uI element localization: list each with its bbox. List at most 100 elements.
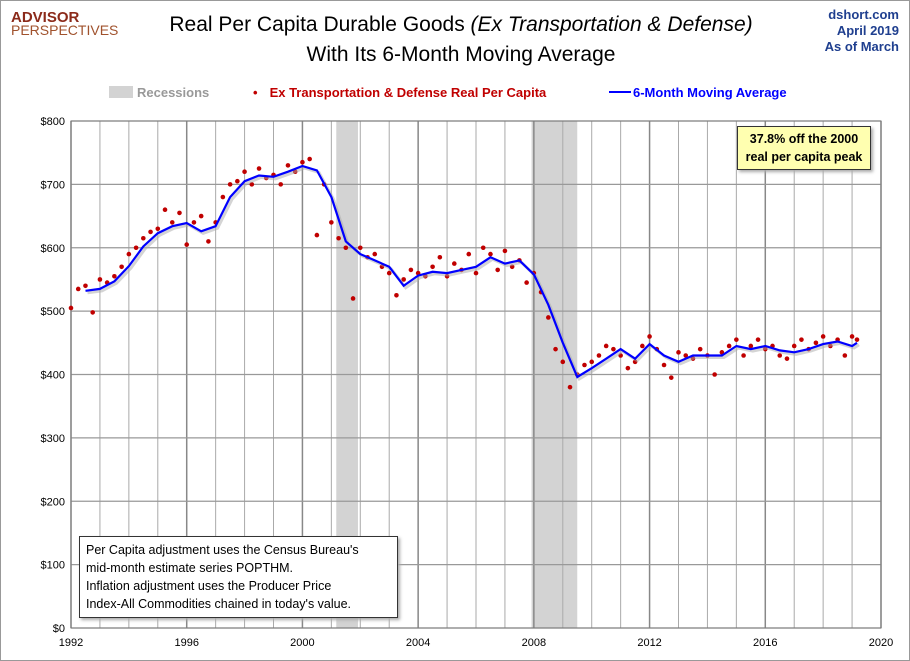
data-point [191,220,197,225]
as-of: As of March [824,39,899,54]
data-point [90,310,95,315]
data-point [842,353,848,358]
y-tick-label: $800 [41,116,65,128]
data-point [401,277,406,282]
data-point [184,242,190,247]
plot-border [70,120,882,629]
data-point [112,273,117,279]
data-point [162,207,168,213]
data-point [220,194,226,200]
data-point [408,267,414,273]
data-point [813,340,819,346]
note-line4: Index-All Commodities chained in today's… [86,597,352,611]
data-point [755,337,761,342]
data-point [386,270,392,276]
data-point [75,286,81,292]
data-point [198,213,204,219]
data-point [603,343,609,349]
data-point [560,359,566,365]
moving-average-line [85,164,858,379]
data-point [777,353,783,358]
chart-subtitle: With Its 6-Month Moving Average [306,43,616,66]
x-tick-label: 2004 [406,637,430,649]
data-point [683,353,689,358]
data-point [849,334,855,339]
data-point [697,346,703,352]
data-point [307,156,312,162]
data-point [300,159,305,165]
moving-average-shadow [87,166,860,382]
data-point [495,267,500,273]
title-italic: (Ex Transportation & Defense) [470,13,753,36]
note-line3: Inflation adjustment uses the Producer P… [86,579,332,593]
data-point [799,337,804,342]
y-tick-label: $500 [41,306,65,318]
data-point [791,343,797,349]
data-point [502,248,508,254]
data-point [242,169,247,174]
data-point [668,375,674,380]
y-tick-label: $0 [53,623,65,635]
data-point [97,277,103,282]
data-point [473,270,479,276]
x-tick-label: 2012 [637,637,661,649]
y-tick-label: $100 [41,560,65,572]
data-point [141,235,146,241]
data-point [748,343,754,349]
recession-swatch [109,86,133,98]
data-point [256,166,262,171]
data-point [596,353,602,358]
method-note: Per Capita adjustment uses the Census Bu… [79,536,398,618]
data-point [206,239,211,244]
x-tick-label: 2008 [522,637,546,649]
legend-line: 6-Month Moving Average [609,85,787,100]
data-point [640,343,645,349]
legend-label: 6-Month Moving Average [633,85,787,100]
data-point [285,163,291,168]
data-point [430,264,435,270]
data-point [524,280,529,285]
data-point [83,283,88,289]
x-tick-label: 1992 [59,637,83,649]
x-tick-label: 2020 [869,637,893,649]
source-block: dshort.com April 2019 As of March [825,7,899,55]
y-tick-label: $200 [41,496,65,508]
data-point [343,245,349,251]
data-point [452,261,457,266]
legend-recessions: Recessions [109,85,209,100]
data-point [625,365,631,371]
data-point [567,384,573,390]
data-point [329,220,334,225]
x-tick-label: 1996 [174,637,198,649]
y-tick-label: $600 [41,243,65,255]
peak-annotation: 37.8% off the 2000 real per capita peak [737,126,871,170]
data-point [119,264,124,270]
legend-scatter: • Ex Transportation & Defense Real Per Ca… [253,85,546,100]
legend-label: Ex Transportation & Defense Real Per Cap… [269,85,547,100]
logo-line2: PERSPECTIVES [11,22,119,38]
x-tick-label: 2016 [753,637,777,649]
data-point [784,356,790,361]
data-point [589,359,595,365]
chart-title: Real Per Capita Durable Goods (Ex Transp… [121,13,801,37]
data-point [394,292,399,298]
data-point [169,220,175,225]
data-point [133,245,139,251]
data-point [350,296,356,301]
data-point [235,178,240,184]
data-point [611,346,616,352]
data-point [553,346,558,352]
note-line1: Per Capita adjustment uses the Census Bu… [86,543,359,557]
annotation-line2: real per capita peak [745,150,863,164]
data-point [488,251,493,257]
data-point [249,182,255,187]
data-point [148,229,153,235]
data-point [357,245,363,251]
source: dshort.com [828,7,899,22]
data-point [126,251,132,257]
data-point [466,251,472,257]
data-point [278,182,284,187]
data-point [546,315,551,320]
